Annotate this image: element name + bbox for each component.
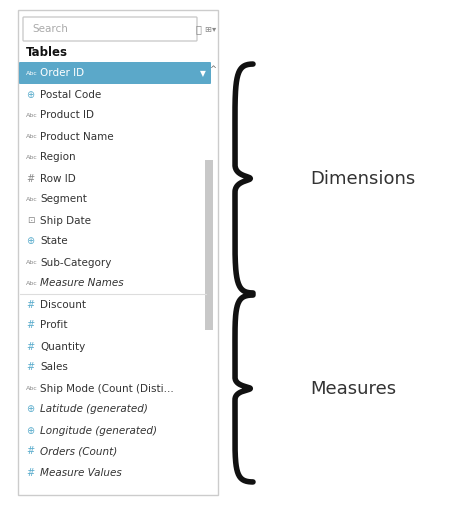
Text: #: # — [26, 299, 34, 310]
Text: Tables: Tables — [26, 45, 68, 59]
Text: #: # — [26, 446, 34, 457]
Text: Abc: Abc — [26, 386, 38, 391]
Text: ⊞: ⊞ — [204, 25, 211, 33]
Text: Dimensions: Dimensions — [310, 170, 415, 187]
Text: Abc: Abc — [26, 71, 38, 76]
Text: ^: ^ — [210, 65, 217, 74]
Text: Sales: Sales — [40, 363, 68, 373]
Text: Sub-Category: Sub-Category — [40, 258, 111, 268]
Text: ⊡: ⊡ — [27, 216, 35, 225]
Text: Product Name: Product Name — [40, 131, 114, 141]
Text: Orders (Count): Orders (Count) — [40, 446, 117, 457]
Text: Measure Names: Measure Names — [40, 278, 124, 288]
Text: Postal Code: Postal Code — [40, 89, 101, 99]
Text: ⊕: ⊕ — [26, 236, 34, 246]
Text: Product ID: Product ID — [40, 111, 94, 121]
Bar — [205, 160, 213, 330]
Text: ▾: ▾ — [212, 25, 216, 33]
Text: Abc: Abc — [26, 134, 38, 139]
Text: Longitude (generated): Longitude (generated) — [40, 426, 157, 435]
Text: Discount: Discount — [40, 299, 86, 310]
FancyBboxPatch shape — [18, 10, 218, 495]
Text: Region: Region — [40, 153, 76, 163]
Text: Ship Date: Ship Date — [40, 216, 91, 226]
Text: Abc: Abc — [26, 155, 38, 160]
Text: Segment: Segment — [40, 194, 87, 205]
Text: Quantity: Quantity — [40, 341, 85, 351]
Text: #: # — [26, 174, 34, 183]
Text: Abc: Abc — [26, 260, 38, 265]
Text: Measure Values: Measure Values — [40, 468, 122, 478]
Text: Order ID: Order ID — [40, 69, 84, 78]
Text: ▼: ▼ — [200, 69, 206, 78]
Text: Abc: Abc — [26, 113, 38, 118]
Text: ⌕: ⌕ — [196, 24, 202, 34]
FancyBboxPatch shape — [23, 17, 197, 41]
Text: Abc: Abc — [26, 197, 38, 202]
Text: ⊕: ⊕ — [26, 405, 34, 415]
Text: Latitude (generated): Latitude (generated) — [40, 405, 148, 415]
Text: #: # — [26, 341, 34, 351]
FancyBboxPatch shape — [19, 62, 211, 84]
Text: ⊕: ⊕ — [26, 89, 34, 99]
Text: Measures: Measures — [310, 379, 396, 397]
Text: State: State — [40, 236, 68, 246]
Text: #: # — [26, 468, 34, 478]
Text: #: # — [26, 363, 34, 373]
Text: Row ID: Row ID — [40, 174, 76, 183]
Text: Ship Mode (Count (Disti...: Ship Mode (Count (Disti... — [40, 383, 174, 393]
Text: Abc: Abc — [26, 281, 38, 286]
Text: ⊕: ⊕ — [26, 426, 34, 435]
Text: Search: Search — [32, 24, 68, 34]
Text: #: # — [26, 321, 34, 330]
Text: Profit: Profit — [40, 321, 67, 330]
